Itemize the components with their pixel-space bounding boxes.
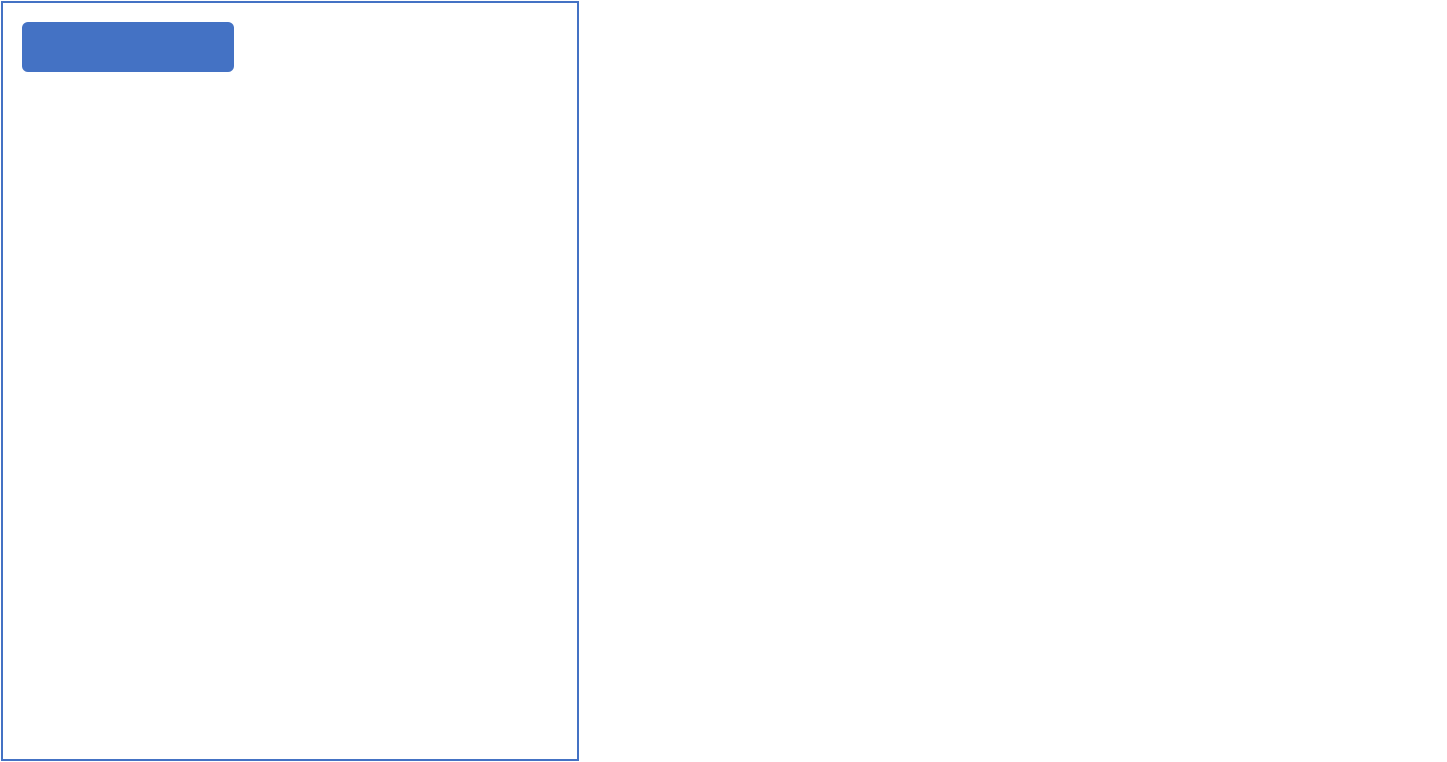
region-badge: [22, 22, 234, 72]
canvas-bg: [0, 0, 1447, 762]
